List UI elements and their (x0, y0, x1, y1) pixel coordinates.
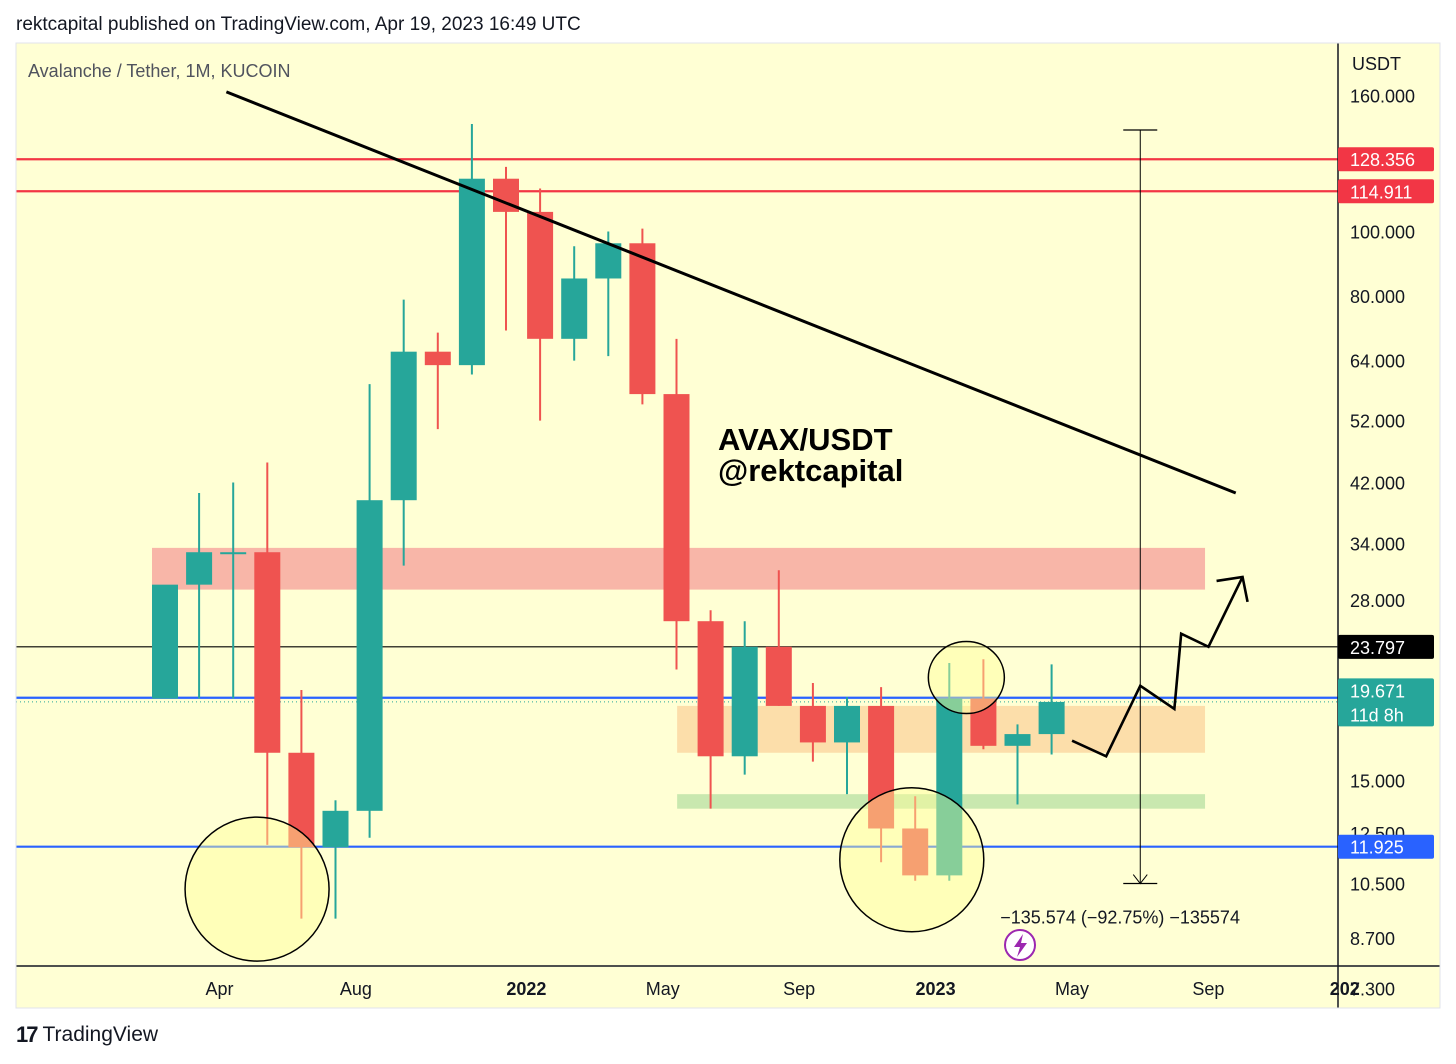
candle-body (834, 705, 860, 743)
price-tag-label: 11.925 (1350, 838, 1404, 858)
candle-body (390, 351, 417, 501)
x-tick-label: 2022 (506, 979, 546, 999)
x-tick-label: Sep (1192, 979, 1224, 999)
y-tick-label: 80.000 (1350, 287, 1405, 307)
projection-path (1071, 576, 1244, 758)
candle-body (595, 243, 622, 279)
published-header: rektcapital published on TradingView.com… (16, 14, 581, 35)
price-tag-label: 114.911 (1350, 182, 1412, 202)
highlight-circle (184, 816, 330, 962)
candle-body (799, 705, 826, 743)
candle-body (1004, 734, 1031, 746)
x-tick-label: Sep (783, 979, 815, 999)
projection-arrowhead (1216, 575, 1249, 603)
annotation-title: AVAX/USDT (718, 422, 893, 457)
tradingview-footer[interactable]: 17 TradingView (16, 1022, 158, 1048)
price-tag-countdown: 11d 8h (1350, 705, 1404, 725)
x-tick-label: 2023 (916, 979, 956, 999)
x-tick-label: Apr (205, 979, 233, 999)
candle-body (527, 211, 554, 339)
candle-body (970, 698, 997, 746)
candle-body (186, 552, 213, 585)
y-tick-label: 34.000 (1350, 535, 1405, 555)
price-tag (1338, 147, 1434, 172)
measure-arrow (1132, 874, 1148, 885)
candle-body (731, 646, 758, 757)
y-tick-label: 42.000 (1350, 473, 1405, 493)
y-tick-label: 100.000 (1350, 222, 1415, 242)
price-tag (1338, 678, 1434, 727)
candle-body (356, 500, 383, 811)
plot-area: −135.574 (−92.75%) −135574 AVAX/USDT@rekt… (16, 61, 1338, 962)
symbol-title: Avalanche / Tether, 1M, KUCOIN (28, 61, 290, 81)
lightning-icon-bolt (1014, 934, 1027, 957)
trendline (225, 90, 1237, 495)
chart-border (15, 42, 1441, 1009)
x-tick-label: May (646, 979, 680, 999)
y-tick-label: 28.000 (1350, 591, 1405, 611)
candle-body (322, 810, 349, 848)
lightning-icon (1004, 929, 1036, 961)
highlight-circle (927, 640, 1006, 715)
candle-body (458, 178, 485, 366)
candle-body (868, 705, 895, 829)
price-tag-label: 23.797 (1350, 638, 1405, 658)
candle-body (697, 621, 724, 757)
y-tick-label: 15.000 (1350, 771, 1405, 791)
y-tick-label: 52.000 (1350, 412, 1405, 432)
annotation-author: @rektcapital (718, 453, 903, 488)
candle-body (152, 584, 178, 699)
candle-body (629, 243, 656, 395)
measure-label: −135.574 (−92.75%) −135574 (1000, 908, 1240, 928)
price-tag-label: 19.671 (1350, 681, 1405, 701)
price-tag-label: 128.356 (1350, 150, 1415, 170)
y-tick-label: 10.500 (1350, 875, 1405, 895)
candle-body (936, 698, 963, 876)
y-tick-label: 160.000 (1350, 86, 1415, 106)
y-tick-label: 7.300 (1350, 980, 1395, 1000)
price-tag (1338, 179, 1434, 204)
candle-body (765, 646, 792, 706)
y-tick-label: 8.700 (1350, 929, 1395, 949)
tradingview-brand: TradingView (42, 1023, 159, 1046)
price-tag (1338, 834, 1434, 859)
candle-body (561, 278, 588, 339)
x-tick-label: May (1055, 979, 1089, 999)
candle-body (220, 552, 247, 555)
candle-body (424, 351, 451, 366)
candle-body (254, 552, 281, 753)
price-tag (1338, 634, 1434, 659)
highlight-circle (839, 786, 985, 933)
candle-body (902, 828, 929, 876)
x-tick-label: 202 (1330, 979, 1360, 999)
tradingview-logo-icon: 17 (16, 1022, 39, 1047)
x-tick-label: Aug (340, 979, 372, 999)
y-tick-label: 64.000 (1350, 352, 1405, 372)
candle-body (663, 394, 690, 622)
candle-body (1038, 701, 1065, 735)
y-axis-unit: USDT (1352, 54, 1401, 74)
